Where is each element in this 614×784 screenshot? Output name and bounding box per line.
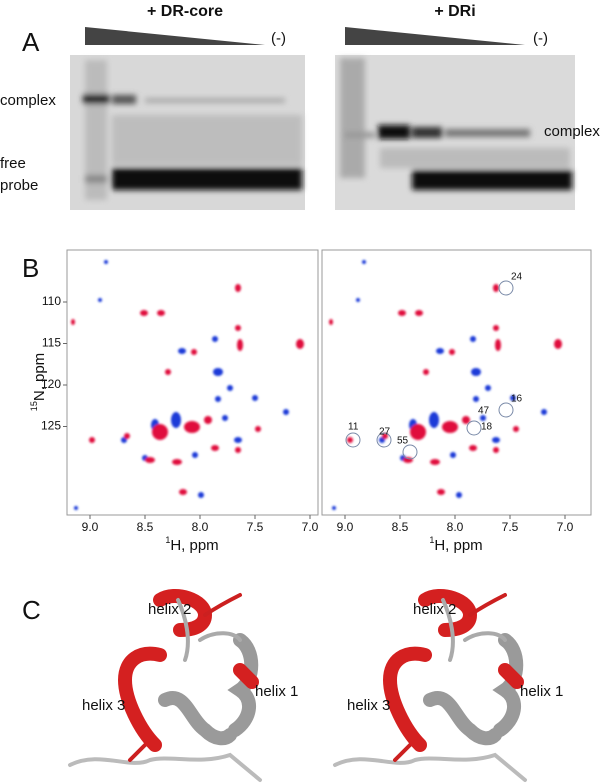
peak-label: 24 [511, 272, 523, 283]
x-tick-label: 8.0 [192, 520, 209, 534]
peak-label: 11 [348, 422, 359, 433]
gel-title: + DRi [434, 3, 475, 20]
nmr-peaks [329, 260, 562, 510]
control-label: (-) [533, 30, 548, 47]
x-tick-label: 8.0 [447, 520, 464, 534]
band-label: complex [544, 123, 600, 140]
peak-label: 47 [478, 406, 490, 417]
x-axis-label: 1H, ppm [165, 535, 218, 554]
superscript: 1 [429, 535, 434, 545]
superscript: 1 [165, 535, 170, 545]
y-tick-label: 125 [41, 419, 61, 433]
x-tick-label: 8.5 [137, 520, 154, 534]
x-axis-label: 1H, ppm [429, 535, 482, 554]
x-tick-label: 7.0 [302, 520, 319, 534]
peak-label: 27 [379, 427, 391, 438]
peak-circles [345, 280, 514, 460]
helix-label: helix 1 [255, 683, 298, 700]
panel-label: B [22, 253, 39, 283]
y-tick-label: 110 [42, 294, 61, 308]
axis-text: H, ppm [434, 537, 482, 554]
gradient-wedge [85, 27, 265, 45]
spectrum-frame [66, 249, 319, 516]
x-tick-label: 8.5 [392, 520, 409, 534]
protein-structure [335, 595, 525, 780]
gel-title: + DR-core [147, 3, 223, 20]
y-axis-label: 15N, ppm [29, 353, 48, 411]
nmr-peaks [71, 260, 304, 510]
y-tick-label: 120 [41, 377, 61, 391]
gradient-wedge [345, 27, 525, 45]
x-tick-label: 9.0 [337, 520, 354, 534]
x-tick-label: 9.0 [82, 520, 99, 534]
peak-label: 55 [397, 436, 409, 447]
peak-label: 16 [511, 394, 523, 405]
panel-label: C [22, 595, 41, 625]
helix-label: helix 2 [148, 601, 191, 618]
band-label: complex [0, 92, 56, 109]
axis-text: H, ppm [170, 537, 218, 554]
peak-label: 18 [481, 422, 493, 433]
gel-image [70, 55, 305, 210]
x-tick-label: 7.5 [502, 520, 519, 534]
band-label: free [0, 155, 26, 172]
y-tick-label: 115 [42, 336, 61, 350]
helix-label: helix 2 [413, 601, 456, 618]
axis-text: N, ppm [31, 353, 48, 401]
protein-structure [68, 589, 262, 782]
helix-label: helix 1 [520, 683, 563, 700]
superscript: 15 [29, 401, 39, 411]
control-label: (-) [271, 30, 286, 47]
helix-label: helix 3 [82, 697, 125, 714]
gel-image [335, 55, 575, 210]
x-tick-label: 7.0 [557, 520, 574, 534]
spectrum-frame [321, 249, 592, 516]
panel-label: A [22, 27, 40, 57]
x-tick-label: 7.5 [247, 520, 264, 534]
band-label: probe [0, 177, 38, 194]
helix-label: helix 3 [347, 697, 390, 714]
